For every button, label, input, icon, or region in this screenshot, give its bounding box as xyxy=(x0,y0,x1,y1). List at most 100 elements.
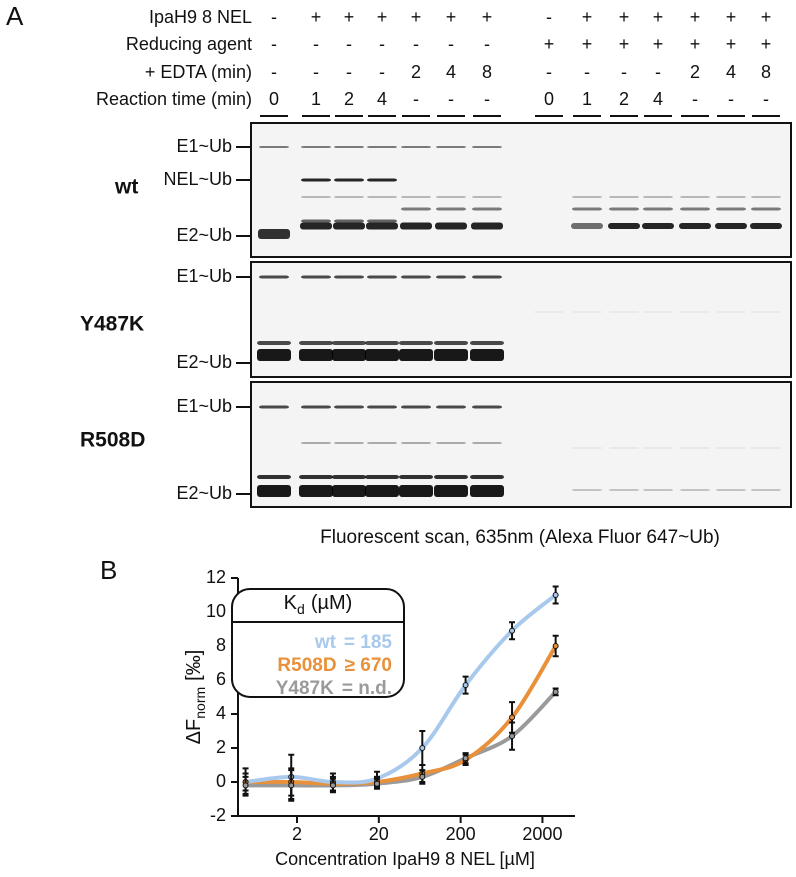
x-tick-label: 20 xyxy=(369,824,389,844)
data-point xyxy=(509,627,516,634)
gel-band xyxy=(259,146,289,148)
y-label-sub: norm xyxy=(192,687,208,719)
y-label-main: ΔF xyxy=(183,719,205,745)
gel-band xyxy=(609,489,639,491)
gel-band xyxy=(472,442,502,444)
panel-label: B xyxy=(100,555,117,585)
gel-band xyxy=(299,475,333,479)
legend-kd: = 185 xyxy=(344,632,393,653)
gel-band xyxy=(680,311,710,313)
condition-cell: - xyxy=(313,62,319,82)
gel-band xyxy=(367,196,397,198)
gel-band xyxy=(680,196,710,198)
gel-band xyxy=(300,222,332,230)
condition-cell: + xyxy=(311,7,322,27)
legend-name: wt xyxy=(314,632,337,653)
condition-cell: - xyxy=(346,62,352,82)
condition-cell: - xyxy=(546,7,552,27)
condition-cell: + xyxy=(761,7,772,27)
gel-band xyxy=(436,196,466,198)
gel-band xyxy=(643,207,673,211)
data-point xyxy=(419,745,426,751)
data-point xyxy=(462,755,469,762)
legend-name: R508D xyxy=(277,655,336,676)
band-label: E2~Ub xyxy=(176,352,232,372)
gel-band xyxy=(609,207,639,211)
condition-cell: 0 xyxy=(544,89,554,109)
gel-band xyxy=(365,349,399,361)
y-tick-label: 12 xyxy=(206,567,226,587)
gel-band xyxy=(334,219,364,223)
gel-band xyxy=(365,341,399,345)
condition-cell: 1 xyxy=(582,89,592,109)
condition-cell: + xyxy=(690,34,701,54)
condition-cell: - xyxy=(448,34,454,54)
gel-band xyxy=(470,341,504,345)
gel-band xyxy=(334,146,364,148)
gel-band xyxy=(436,405,466,409)
condition-cell: - xyxy=(692,89,698,109)
condition-cell: 2 xyxy=(411,62,421,82)
condition-cell: + xyxy=(619,34,630,54)
gel-band xyxy=(716,311,746,313)
x-tick-label: 2 xyxy=(292,824,302,844)
gel-band xyxy=(401,405,431,409)
gel-band xyxy=(434,485,468,497)
condition-cell: + xyxy=(619,7,630,27)
gel-band xyxy=(301,442,331,444)
gel-band xyxy=(716,196,746,198)
data-point xyxy=(288,782,295,789)
gel-band xyxy=(435,222,467,230)
condition-cell: - xyxy=(763,89,769,109)
gel-band xyxy=(434,341,468,345)
gel-band xyxy=(751,207,781,211)
condition-cell: - xyxy=(484,89,490,109)
y-label-unit: [‰] xyxy=(183,650,205,681)
condition-cell: 8 xyxy=(761,62,771,82)
gel-band xyxy=(436,275,466,279)
condition-cell: + xyxy=(482,7,493,27)
gel-band xyxy=(401,275,431,279)
condition-cell: + xyxy=(726,34,737,54)
gel-band xyxy=(365,485,399,497)
condition-cell: + xyxy=(377,7,388,27)
data-point xyxy=(552,592,559,598)
gel-band xyxy=(299,341,333,345)
gel-band xyxy=(259,405,289,409)
condition-cell: - xyxy=(448,89,454,109)
band-label: E1~Ub xyxy=(176,396,232,416)
gel-band xyxy=(472,405,502,409)
gel-band xyxy=(751,447,781,449)
gel-band xyxy=(332,485,366,497)
y-tick-label: -2 xyxy=(210,805,226,825)
gel-band xyxy=(642,223,674,229)
condition-cell: - xyxy=(313,34,319,54)
condition-cell: + xyxy=(761,34,772,54)
gel-band xyxy=(334,442,364,444)
gel-caption: Fluorescent scan, 635nm (Alexa Fluor 647… xyxy=(320,527,720,548)
x-axis-label: Concentration IpaH9 8 NEL [µM] xyxy=(275,849,535,869)
gel-band xyxy=(680,207,710,211)
legend-title-sub: d xyxy=(297,601,305,617)
gel-band xyxy=(609,311,639,313)
gel-band xyxy=(470,349,504,361)
gel-band xyxy=(751,489,781,491)
gel-band xyxy=(643,447,673,449)
gel-band xyxy=(401,442,431,444)
condition-cell: - xyxy=(621,62,627,82)
gel-band xyxy=(572,489,602,491)
condition-cell: 4 xyxy=(653,89,663,109)
gel-band xyxy=(366,222,398,230)
condition-label: + EDTA (min) xyxy=(145,62,252,82)
data-point xyxy=(373,780,380,787)
condition-cell: - xyxy=(413,89,419,109)
legend-name: Y487K xyxy=(276,678,334,699)
condition-cell: - xyxy=(546,62,552,82)
condition-cell: + xyxy=(582,7,593,27)
gel-band xyxy=(332,349,366,361)
legend-title-main: K xyxy=(284,592,298,614)
gel-band xyxy=(572,447,602,449)
gel-label: R508D xyxy=(80,429,145,452)
condition-cell: - xyxy=(413,34,419,54)
condition-cell: - xyxy=(271,62,277,82)
